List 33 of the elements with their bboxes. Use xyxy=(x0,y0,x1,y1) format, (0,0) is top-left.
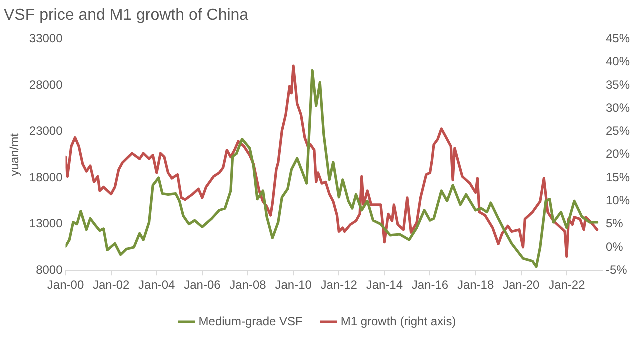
y-axis-title: yuan/mt xyxy=(8,132,22,176)
x-tick-label: Jan-08 xyxy=(230,278,267,292)
legend-label: M1 growth (right axis) xyxy=(340,314,456,328)
y2-tick-label: 40% xyxy=(606,54,630,69)
y-tick-label: 33000 xyxy=(29,32,64,46)
y2-tick-label: 20% xyxy=(606,147,630,162)
y2-tick-label: -5% xyxy=(606,262,628,277)
y-tick-label: 18000 xyxy=(29,170,64,184)
x-tick-label: Jan-00 xyxy=(47,278,84,292)
x-tick-label: Jan-02 xyxy=(92,278,130,292)
x-tick-label: Jan-20 xyxy=(503,278,540,292)
y-tick-label: 13000 xyxy=(29,216,64,231)
x-tick-label: Jan-12 xyxy=(320,278,358,292)
x-tick-label: Jan-06 xyxy=(184,278,222,292)
x-tick-label: Jan-04 xyxy=(138,278,176,292)
y2-tick-label: 45% xyxy=(606,32,630,46)
y-tick-label: 8000 xyxy=(36,262,64,277)
x-tick-label: Jan-16 xyxy=(412,278,449,292)
chart-title: VSF price and M1 growth of China xyxy=(4,7,249,24)
y2-tick-label: 0% xyxy=(606,240,624,254)
y2-tick-label: 25% xyxy=(606,124,630,138)
x-tick-label: Jan-10 xyxy=(275,278,312,292)
legend-label: Medium-grade VSF xyxy=(198,314,303,328)
y2-tick-label: 35% xyxy=(606,78,630,92)
y2-tick-label: 5% xyxy=(606,216,624,231)
x-tick-label: Jan-14 xyxy=(366,278,404,292)
x-tick-label: Jan-18 xyxy=(457,278,494,292)
x-tick-label: Jan-22 xyxy=(548,278,586,292)
y2-tick-label: 15% xyxy=(606,170,630,184)
y-tick-label: 28000 xyxy=(29,78,64,92)
y-tick-label: 23000 xyxy=(29,124,64,138)
y2-tick-label: 30% xyxy=(606,100,630,115)
y2-tick-label: 10% xyxy=(606,193,630,208)
